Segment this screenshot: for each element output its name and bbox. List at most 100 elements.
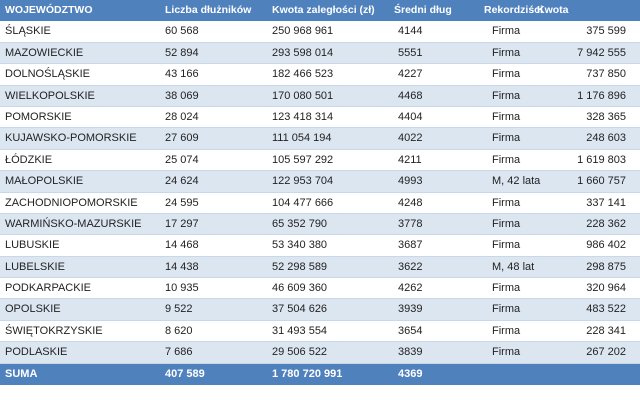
- voivodeship-cell: DOLNOŚLĄSKIE: [5, 68, 90, 81]
- record-holder-cell: Firma: [492, 110, 521, 123]
- average-debt-cell: 4993: [398, 175, 423, 188]
- voivodeship-cell: ŚLĄSKIE: [5, 25, 51, 38]
- debtor-count-cell: 60 568: [165, 25, 199, 38]
- average-debt-cell: 4227: [398, 68, 423, 81]
- record-amount-cell: 375 599: [586, 25, 626, 38]
- debtor-count-cell: 14 468: [165, 239, 199, 252]
- voivodeship-cell: SUMA: [5, 367, 38, 380]
- arrears-amount-cell: 170 080 501: [272, 89, 334, 102]
- arrears-amount-cell: 46 609 360: [272, 282, 328, 295]
- total-row: SUMA 407 589 1 780 720 991 4369: [0, 363, 640, 386]
- record-amount-cell: 228 362: [586, 217, 626, 230]
- record-holder-cell: Firma: [492, 196, 521, 209]
- voivodeship-cell: LUBELSKIE: [5, 260, 65, 273]
- arrears-amount-cell: 122 953 704: [272, 175, 334, 188]
- record-holder-cell: Firma: [492, 132, 521, 145]
- record-holder-cell: Firma: [492, 324, 521, 337]
- arrears-amount-cell: 37 504 626: [272, 303, 328, 316]
- record-amount-cell: 320 964: [586, 282, 626, 295]
- table-row: MAŁOPOLSKIE 24 624 122 953 704 4993 M, 42 la…: [0, 171, 640, 193]
- voivodeship-cell: PODKARPACKIE: [5, 282, 91, 295]
- arrears-amount-cell: 29 506 522: [272, 346, 328, 359]
- debtor-count-cell: Liczba dłużników: [165, 4, 252, 16]
- average-debt-cell: 4022: [398, 132, 423, 145]
- average-debt-cell: 4211: [398, 153, 422, 166]
- voivodeship-cell: ŚWIĘTOKRZYSKIE: [5, 324, 103, 337]
- record-holder-cell: Firma: [492, 153, 521, 166]
- average-debt-cell: 3778: [398, 217, 423, 230]
- record-amount-cell: 483 522: [586, 303, 626, 316]
- arrears-amount-cell: 111 054 194: [272, 132, 332, 145]
- average-debt-cell: 4404: [398, 110, 423, 123]
- arrears-amount-cell: 52 298 589: [272, 260, 328, 273]
- record-amount-cell: 1 176 896: [577, 89, 626, 102]
- debtor-count-cell: 25 074: [165, 153, 199, 166]
- debtor-count-cell: 9 522: [165, 303, 193, 316]
- table-row: ZACHODNIOPOMORSKIE 24 595 104 477 666 4248 F…: [0, 193, 640, 214]
- record-amount-cell: 328 365: [586, 110, 626, 123]
- table-row: PODKARPACKIE 10 935 46 609 360 4262 Firma 320…: [0, 278, 640, 300]
- debtor-count-cell: 10 935: [165, 282, 199, 295]
- voivodeship-cell: OPOLSKIE: [5, 303, 61, 316]
- average-debt-cell: 4262: [398, 282, 423, 295]
- table-row: ŁÓDZKIE 25 074 105 597 292 4211 Firma 1 619 8…: [0, 150, 640, 172]
- record-holder-cell: Firma: [492, 68, 521, 81]
- voivodeship-cell: ZACHODNIOPOMORSKIE: [5, 196, 138, 209]
- average-debt-cell: 4248: [398, 196, 423, 209]
- record-holder-cell: M, 42 lata: [492, 175, 541, 188]
- debtor-count-cell: 24 624: [165, 175, 199, 188]
- average-debt-cell: 3839: [398, 346, 423, 359]
- table-row: WIELKOPOLSKIE 38 069 170 080 501 4468 Firma 1…: [0, 85, 640, 107]
- arrears-amount-cell: Kwota zaległości (zł): [272, 4, 375, 16]
- record-amount-cell: 7 942 555: [577, 46, 626, 59]
- table-header: WOJEWÓDZTWO Liczba dłużników Kwota zaległo…: [0, 0, 640, 22]
- record-holder-cell: Firma: [492, 346, 521, 359]
- voivodeship-cell: PODLASKIE: [5, 346, 68, 359]
- debtor-count-cell: 38 069: [165, 89, 199, 102]
- voivodeship-cell: LUBUSKIE: [5, 239, 60, 252]
- debtors-table: WOJEWÓDZTWO Liczba dłużników Kwota zaległo…: [0, 0, 640, 386]
- table-row: DOLNOŚLĄSKIE 43 166 182 466 523 4227 Firma 73…: [0, 64, 640, 86]
- debtor-count-cell: 407 589: [165, 367, 205, 380]
- debtor-count-cell: 24 595: [165, 196, 199, 209]
- average-debt-cell: 3939: [398, 303, 423, 316]
- average-debt-cell: 4144: [398, 25, 423, 38]
- voivodeship-cell: ŁÓDZKIE: [5, 153, 53, 166]
- arrears-amount-cell: 53 340 380: [272, 239, 328, 252]
- voivodeship-cell: MAŁOPOLSKIE: [5, 175, 84, 188]
- debtor-count-cell: 43 166: [165, 68, 199, 81]
- record-amount-cell: 228 341: [586, 324, 626, 337]
- arrears-amount-cell: 65 352 790: [272, 217, 328, 230]
- voivodeship-cell: WARMIŃSKO-MAZURSKIE: [5, 217, 142, 230]
- voivodeship-cell: POMORSKIE: [5, 110, 72, 123]
- table-row: ŚLĄSKIE 60 568 250 968 961 4144 Firma 375 599: [0, 21, 640, 43]
- record-amount-cell: 1 660 757: [577, 175, 626, 188]
- record-holder-cell: Firma: [492, 25, 521, 38]
- debtor-count-cell: 28 024: [165, 110, 199, 123]
- table-row: OPOLSKIE 9 522 37 504 626 3939 Firma 483 522: [0, 299, 640, 321]
- debtor-count-cell: 14 438: [165, 260, 199, 273]
- arrears-amount-cell: 105 597 292: [272, 153, 334, 166]
- record-amount-cell: 267 202: [586, 346, 626, 359]
- record-holder-cell: Rekordziści: [484, 4, 543, 16]
- average-debt-cell: 4468: [398, 89, 423, 102]
- record-amount-cell: 337 141: [586, 196, 626, 209]
- arrears-amount-cell: 104 477 666: [272, 196, 334, 209]
- table-row: LUBUSKIE 14 468 53 340 380 3687 Firma 986 402: [0, 235, 640, 257]
- voivodeship-cell: MAZOWIECKIE: [5, 46, 84, 59]
- average-debt-cell: 3687: [398, 239, 423, 252]
- debtor-count-cell: 17 297: [165, 217, 199, 230]
- record-holder-cell: Firma: [492, 303, 521, 316]
- table-row: KUJAWSKO-POMORSKIE 27 609 111 054 194 4022 F…: [0, 128, 640, 150]
- table-row: WARMIŃSKO-MAZURSKIE 17 297 65 352 790 3778 F…: [0, 213, 640, 236]
- record-holder-cell: Firma: [492, 282, 521, 295]
- average-debt-cell: Średni dług: [394, 4, 452, 16]
- table-row: ŚWIĘTOKRZYSKIE 8 620 31 493 554 3654 Firma 22…: [0, 321, 640, 343]
- record-amount-cell: 1 619 803: [577, 153, 626, 166]
- debtor-count-cell: 7 686: [165, 346, 193, 359]
- table-row: MAZOWIECKIE 52 894 293 598 014 5551 Firma 7 9…: [0, 42, 640, 65]
- record-amount-cell: 986 402: [586, 239, 626, 252]
- record-holder-cell: M, 48 lat: [492, 260, 535, 273]
- debtor-count-cell: 27 609: [165, 132, 199, 145]
- debtor-count-cell: 8 620: [165, 324, 193, 337]
